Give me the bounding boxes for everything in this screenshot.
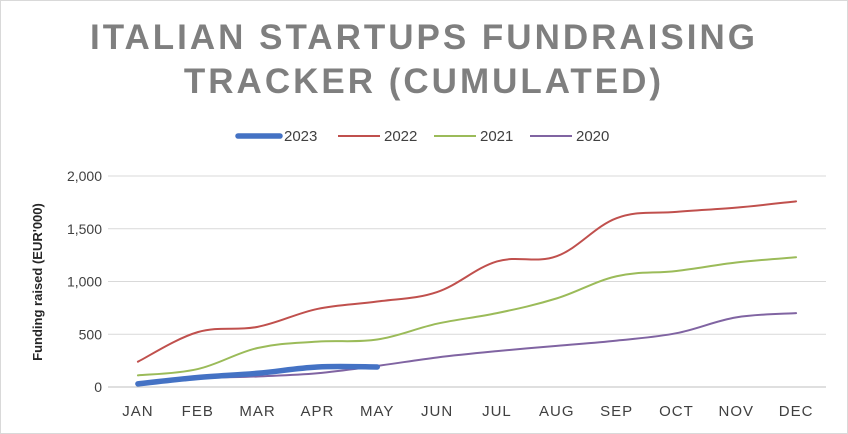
legend: 2023 2022 2021 2020	[235, 128, 609, 145]
legend-label-2022: 2022	[384, 128, 417, 145]
y-tick-label: 1,500	[67, 221, 102, 237]
legend-label-2021: 2021	[480, 128, 513, 145]
y-tick-label: 1,000	[67, 274, 102, 290]
series-line-2021	[136, 256, 798, 377]
x-tick-label: JUN	[421, 403, 453, 420]
x-tick-label: FEB	[182, 403, 214, 420]
legend-label-2020: 2020	[576, 128, 609, 145]
series-line-2022	[136, 200, 798, 363]
chart-title-line-1: ITALIAN STARTUPS FUNDRAISING	[90, 18, 758, 57]
y-tick-label: 2,000	[67, 168, 102, 184]
x-tick-label: APR	[300, 403, 334, 420]
x-tick-label: MAR	[239, 403, 275, 420]
y-tick-label: 500	[79, 326, 103, 342]
y-tick-label: 0	[94, 379, 102, 395]
y-tick-labels: 0 500 1,000 1,500 2,000	[67, 168, 102, 395]
x-tick-labels: JAN FEB MAR APR MAY JUN JUL AUG SEP OCT NOV DEC	[122, 403, 814, 420]
x-tick-label: DEC	[779, 403, 814, 420]
y-axis-label: Funding raised (EUR'000)	[30, 203, 45, 361]
x-tick-label: AUG	[539, 403, 575, 420]
x-tick-label: MAY	[360, 403, 394, 420]
legend-label-2023: 2023	[284, 128, 317, 145]
gridlines	[108, 175, 826, 388]
chart-title-line-2: TRACKER (CUMULATED)	[183, 62, 665, 101]
series-lines	[135, 200, 798, 387]
x-tick-label: NOV	[718, 403, 754, 420]
series-line-2020	[136, 312, 798, 386]
x-tick-label: SEP	[600, 403, 633, 420]
series-line-2023	[135, 363, 380, 387]
x-tick-label: JUL	[482, 403, 512, 420]
x-tick-label: JAN	[122, 403, 153, 420]
x-tick-label: OCT	[659, 403, 694, 420]
